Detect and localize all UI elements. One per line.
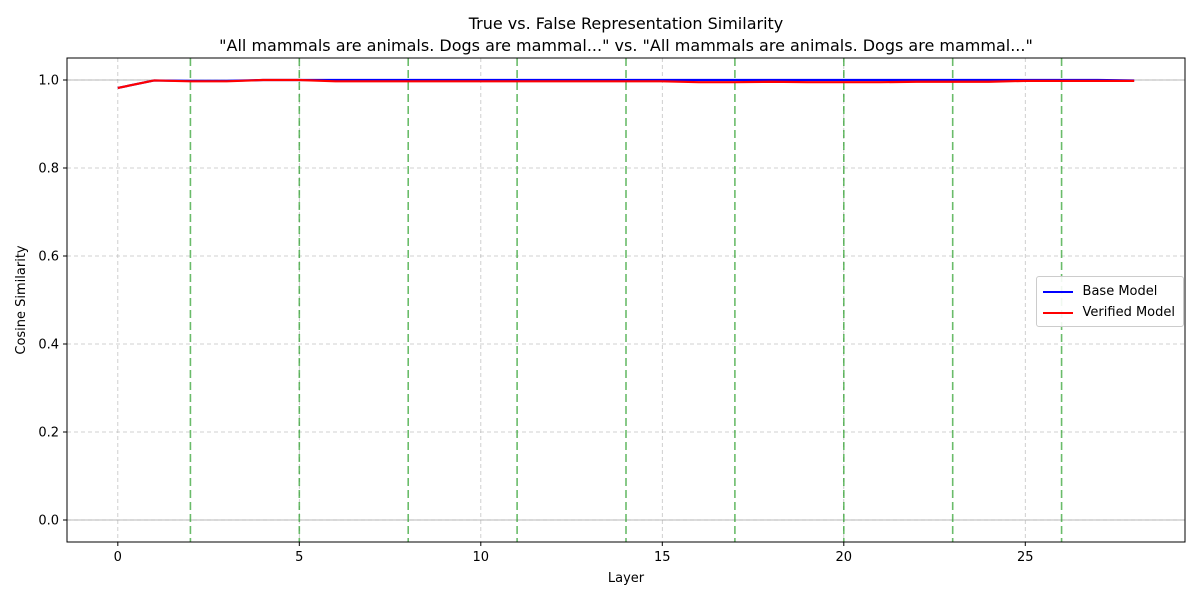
x-axis-label: Layer <box>608 571 645 586</box>
series-lines <box>117 78 1135 89</box>
y-tick-label: 0.4 <box>38 338 59 353</box>
x-axis-ticks: 0 5 10 15 20 25 <box>114 542 1034 565</box>
x-tick-label: 15 <box>654 550 671 565</box>
x-tick-label: 0 <box>114 550 122 565</box>
y-tick-label: 0.2 <box>38 426 59 441</box>
legend-swatch-verified <box>1042 311 1073 314</box>
x-tick-label: 5 <box>295 550 303 565</box>
y-axis-label: Cosine Similarity <box>14 245 29 355</box>
chart-subtitle: "All mammals are animals. Dogs are mamma… <box>219 36 1033 55</box>
legend: Base Model Verified Model <box>1035 276 1184 327</box>
legend-label-verified: Verified Model <box>1082 305 1175 320</box>
y-tick-label: 0.6 <box>38 250 59 265</box>
plot-frame <box>66 57 1186 543</box>
x-tick-label: 10 <box>473 550 490 565</box>
y-tick-label: 1.0 <box>38 74 59 89</box>
legend-swatch-base <box>1042 290 1073 293</box>
y-axis-ticks: 0.0 0.2 0.4 0.6 0.8 1.0 <box>38 74 67 529</box>
chart-title: True vs. False Representation Similarity <box>468 14 784 33</box>
series-line-verified-model <box>117 78 1135 89</box>
reference-vlines <box>189 58 1063 542</box>
x-tick-label: 25 <box>1017 550 1034 565</box>
x-tick-label: 20 <box>836 550 853 565</box>
legend-label-base: Base Model <box>1082 284 1158 299</box>
legend-item-verified-model: Verified Model <box>1042 302 1175 323</box>
y-tick-label: 0.8 <box>38 162 59 177</box>
legend-item-base-model: Base Model <box>1042 281 1175 302</box>
y-tick-label: 0.0 <box>38 514 59 529</box>
